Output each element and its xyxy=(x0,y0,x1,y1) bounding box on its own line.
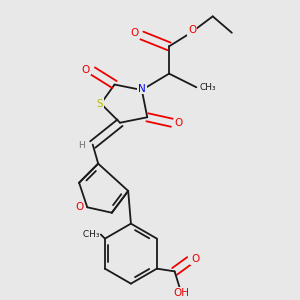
Text: O: O xyxy=(75,202,83,212)
Text: O: O xyxy=(131,28,139,38)
Text: S: S xyxy=(96,99,103,109)
Text: O: O xyxy=(175,118,183,128)
Text: H: H xyxy=(78,141,85,150)
Text: O: O xyxy=(82,64,90,74)
Text: N: N xyxy=(138,84,146,94)
Text: O: O xyxy=(188,25,196,35)
Text: OH: OH xyxy=(173,288,189,298)
Text: CH₃: CH₃ xyxy=(80,230,100,239)
Text: CH₃: CH₃ xyxy=(199,83,216,92)
Text: O: O xyxy=(191,254,199,264)
